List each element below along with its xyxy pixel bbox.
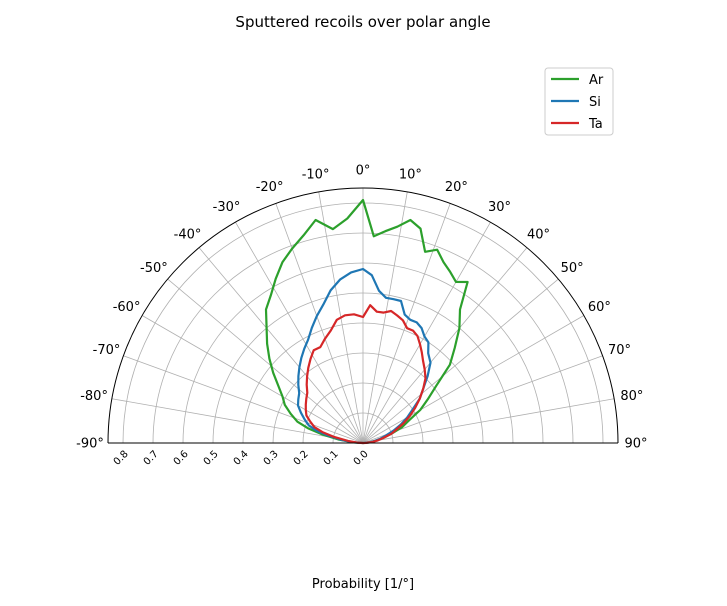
theta-grid-line <box>235 221 364 444</box>
legend-label-ar: Ar <box>589 73 604 88</box>
theta-grid-line <box>362 247 528 444</box>
outer-arc <box>107 187 619 444</box>
theta-tick-label: -80° <box>80 389 108 404</box>
r-tick-label: 0.1 <box>322 449 341 468</box>
theta-grid-line <box>362 398 615 444</box>
theta-grid-line <box>362 355 603 444</box>
series-line-ar <box>264 198 469 445</box>
series-line-si <box>296 267 432 445</box>
series-line-ta <box>304 304 427 445</box>
theta-tick-label: 0° <box>356 164 371 179</box>
theta-grid-line <box>362 203 451 444</box>
theta-tick-label: -10° <box>302 168 330 183</box>
theta-grid-line <box>362 278 559 444</box>
r-tick-label: 0.0 <box>352 449 371 468</box>
r-tick-label: 0.7 <box>142 449 161 468</box>
theta-tick-label: -90° <box>76 437 104 452</box>
series-lines <box>264 198 469 445</box>
theta-grid-line <box>362 315 585 444</box>
theta-tick-label: 60° <box>588 300 611 315</box>
r-tick-label: 0.8 <box>112 449 131 468</box>
theta-tick-label: 30° <box>488 200 511 215</box>
legend-label-si: Si <box>589 95 601 110</box>
polar-axes <box>107 187 619 444</box>
theta-grid-line <box>141 315 364 444</box>
r-tick-label: 0.5 <box>202 449 221 468</box>
r-tick-label: 0.6 <box>172 449 191 468</box>
theta-tick-label: 80° <box>620 389 643 404</box>
theta-tick-label: -30° <box>213 200 241 215</box>
theta-tick-label: 10° <box>399 168 422 183</box>
legend: Ar Si Ta <box>544 67 614 136</box>
theta-tick-label: 40° <box>527 227 550 242</box>
theta-grid-line <box>362 221 491 444</box>
theta-grid-line <box>198 247 364 444</box>
theta-grid-line <box>123 355 364 444</box>
theta-grid-line <box>275 203 364 444</box>
theta-grid-line <box>111 398 364 444</box>
r-tick-label: 0.3 <box>262 449 281 468</box>
theta-tick-label: -50° <box>140 261 168 276</box>
r-tick-labels: 0.0 0.1 0.2 0.3 0.4 0.5 0.6 0.7 0.8 <box>112 449 371 468</box>
theta-grid-line <box>167 278 364 444</box>
chart-title: Sputtered recoils over polar angle <box>235 13 490 31</box>
x-axis-label: Probability [1/°] <box>312 577 414 592</box>
theta-tick-label: 70° <box>608 343 631 358</box>
theta-grid-line <box>362 191 408 444</box>
r-tick-label: 0.2 <box>292 449 311 468</box>
theta-tick-label: -70° <box>93 343 121 358</box>
r-tick-label: 0.4 <box>232 449 251 468</box>
legend-label-ta: Ta <box>588 117 603 132</box>
theta-tick-label: -20° <box>256 180 284 195</box>
theta-tick-label: 20° <box>445 180 468 195</box>
theta-tick-label: 90° <box>624 437 647 452</box>
theta-tick-label: -40° <box>174 227 202 242</box>
theta-tick-labels: -90° -80° -70° -60° -50° -40° -30° -20° -10° 0° 10… <box>76 164 647 452</box>
theta-tick-label: -60° <box>113 300 141 315</box>
theta-tick-label: 50° <box>561 261 584 276</box>
